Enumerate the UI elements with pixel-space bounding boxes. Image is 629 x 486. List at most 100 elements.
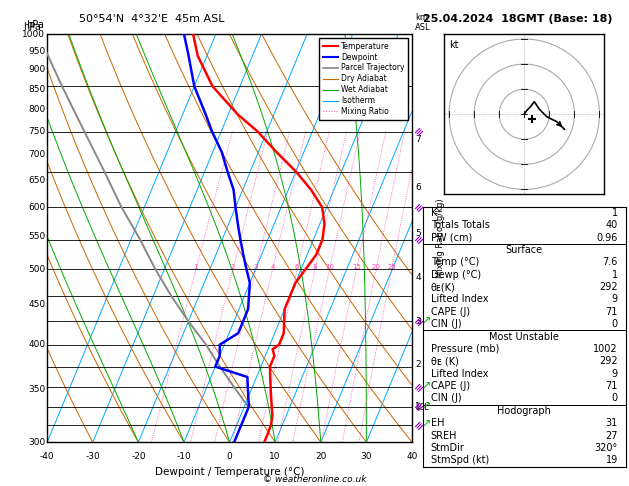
Text: 25: 25: [387, 264, 396, 270]
Text: 6: 6: [415, 183, 421, 192]
Text: Surface: Surface: [506, 245, 543, 255]
Text: 500: 500: [28, 264, 45, 274]
Text: EH: EH: [431, 418, 444, 428]
Text: ≡: ≡: [413, 399, 426, 414]
Text: kt: kt: [449, 40, 459, 51]
Text: 0.96: 0.96: [596, 232, 618, 243]
Text: 400: 400: [28, 340, 45, 349]
Text: StmSpd (kt): StmSpd (kt): [431, 455, 489, 466]
Text: Mixing Ratio (g/kg): Mixing Ratio (g/kg): [436, 198, 445, 278]
Text: -20: -20: [131, 452, 146, 462]
Text: Dewp (°C): Dewp (°C): [431, 270, 481, 279]
Text: Lifted Index: Lifted Index: [431, 295, 488, 304]
Text: 950: 950: [28, 47, 45, 56]
Text: 6: 6: [295, 264, 299, 270]
Text: Totals Totals: Totals Totals: [431, 220, 490, 230]
Text: 10: 10: [325, 264, 334, 270]
Text: -30: -30: [86, 452, 100, 462]
Text: 7: 7: [415, 136, 421, 144]
Text: 31: 31: [606, 418, 618, 428]
Text: 700: 700: [28, 151, 45, 159]
Text: 30: 30: [360, 452, 372, 462]
Text: Temp (°C): Temp (°C): [431, 257, 479, 267]
Text: 0: 0: [611, 394, 618, 403]
Text: 25.04.2024  18GMT (Base: 18): 25.04.2024 18GMT (Base: 18): [423, 14, 612, 24]
Text: 850: 850: [28, 85, 45, 94]
Text: 71: 71: [605, 307, 618, 317]
Text: 1002: 1002: [593, 344, 618, 354]
Text: PW (cm): PW (cm): [431, 232, 472, 243]
Text: 10: 10: [269, 452, 281, 462]
Text: 900: 900: [28, 65, 45, 74]
Text: Most Unstable: Most Unstable: [489, 331, 559, 342]
Text: CIN (J): CIN (J): [431, 319, 462, 329]
Text: θᴇ (K): θᴇ (K): [431, 356, 459, 366]
Text: 27: 27: [605, 431, 618, 441]
Text: 8: 8: [313, 264, 317, 270]
Text: K: K: [431, 208, 437, 218]
Text: ≡: ≡: [413, 233, 426, 246]
Text: LCL: LCL: [415, 403, 429, 412]
Text: 292: 292: [599, 356, 618, 366]
Text: 1: 1: [611, 208, 618, 218]
Text: ↗: ↗: [421, 401, 430, 412]
Text: 1: 1: [415, 401, 421, 411]
Text: 2: 2: [231, 264, 235, 270]
Text: 1000: 1000: [23, 30, 45, 38]
Text: ≡: ≡: [413, 200, 426, 214]
Text: 320°: 320°: [594, 443, 618, 453]
Text: 3: 3: [253, 264, 258, 270]
Text: CAPE (J): CAPE (J): [431, 307, 470, 317]
Text: 450: 450: [28, 300, 45, 309]
Text: CIN (J): CIN (J): [431, 394, 462, 403]
Text: 750: 750: [28, 127, 45, 136]
Text: 20: 20: [372, 264, 381, 270]
Text: ≡: ≡: [413, 314, 426, 328]
Text: 9: 9: [611, 369, 618, 379]
Text: ≡: ≡: [413, 418, 426, 432]
Text: Lifted Index: Lifted Index: [431, 369, 488, 379]
Text: km
ASL: km ASL: [415, 13, 431, 32]
Text: ↗: ↗: [421, 316, 430, 326]
Text: 300: 300: [28, 438, 45, 447]
Text: 5: 5: [415, 229, 421, 238]
Text: 800: 800: [28, 105, 45, 114]
Text: 2: 2: [415, 360, 421, 369]
Text: 40: 40: [606, 220, 618, 230]
Text: hPa: hPa: [26, 20, 43, 30]
Text: Dewpoint / Temperature (°C): Dewpoint / Temperature (°C): [155, 467, 304, 477]
Text: 40: 40: [406, 452, 418, 462]
Text: 19: 19: [606, 455, 618, 466]
Text: ≡: ≡: [413, 381, 426, 394]
Text: 0: 0: [226, 452, 233, 462]
Legend: Temperature, Dewpoint, Parcel Trajectory, Dry Adiabat, Wet Adiabat, Isotherm, Mi: Temperature, Dewpoint, Parcel Trajectory…: [319, 38, 408, 120]
Text: 350: 350: [28, 385, 45, 395]
Text: 71: 71: [605, 381, 618, 391]
Text: 650: 650: [28, 175, 45, 185]
Text: ↗: ↗: [421, 420, 430, 430]
Text: 3: 3: [415, 317, 421, 326]
Text: 550: 550: [28, 232, 45, 241]
Text: -10: -10: [177, 452, 191, 462]
Text: Hodograph: Hodograph: [498, 406, 551, 416]
Text: 4: 4: [415, 274, 421, 282]
Text: 20: 20: [315, 452, 326, 462]
Text: 15: 15: [352, 264, 361, 270]
Text: © weatheronline.co.uk: © weatheronline.co.uk: [263, 474, 366, 484]
Text: θᴇ(K): θᴇ(K): [431, 282, 455, 292]
Text: 7.6: 7.6: [603, 257, 618, 267]
Text: 292: 292: [599, 282, 618, 292]
Text: 600: 600: [28, 203, 45, 212]
Text: ≡: ≡: [413, 125, 426, 139]
Text: 9: 9: [611, 295, 618, 304]
Text: 1: 1: [611, 270, 618, 279]
Text: ↗: ↗: [421, 382, 430, 392]
Text: SREH: SREH: [431, 431, 457, 441]
Text: hPa: hPa: [23, 21, 41, 32]
Text: StmDir: StmDir: [431, 443, 465, 453]
Text: 50°54'N  4°32'E  45m ASL: 50°54'N 4°32'E 45m ASL: [79, 14, 224, 24]
Text: Pressure (mb): Pressure (mb): [431, 344, 499, 354]
Text: 1: 1: [194, 264, 198, 270]
Text: CAPE (J): CAPE (J): [431, 381, 470, 391]
Text: 4: 4: [270, 264, 275, 270]
